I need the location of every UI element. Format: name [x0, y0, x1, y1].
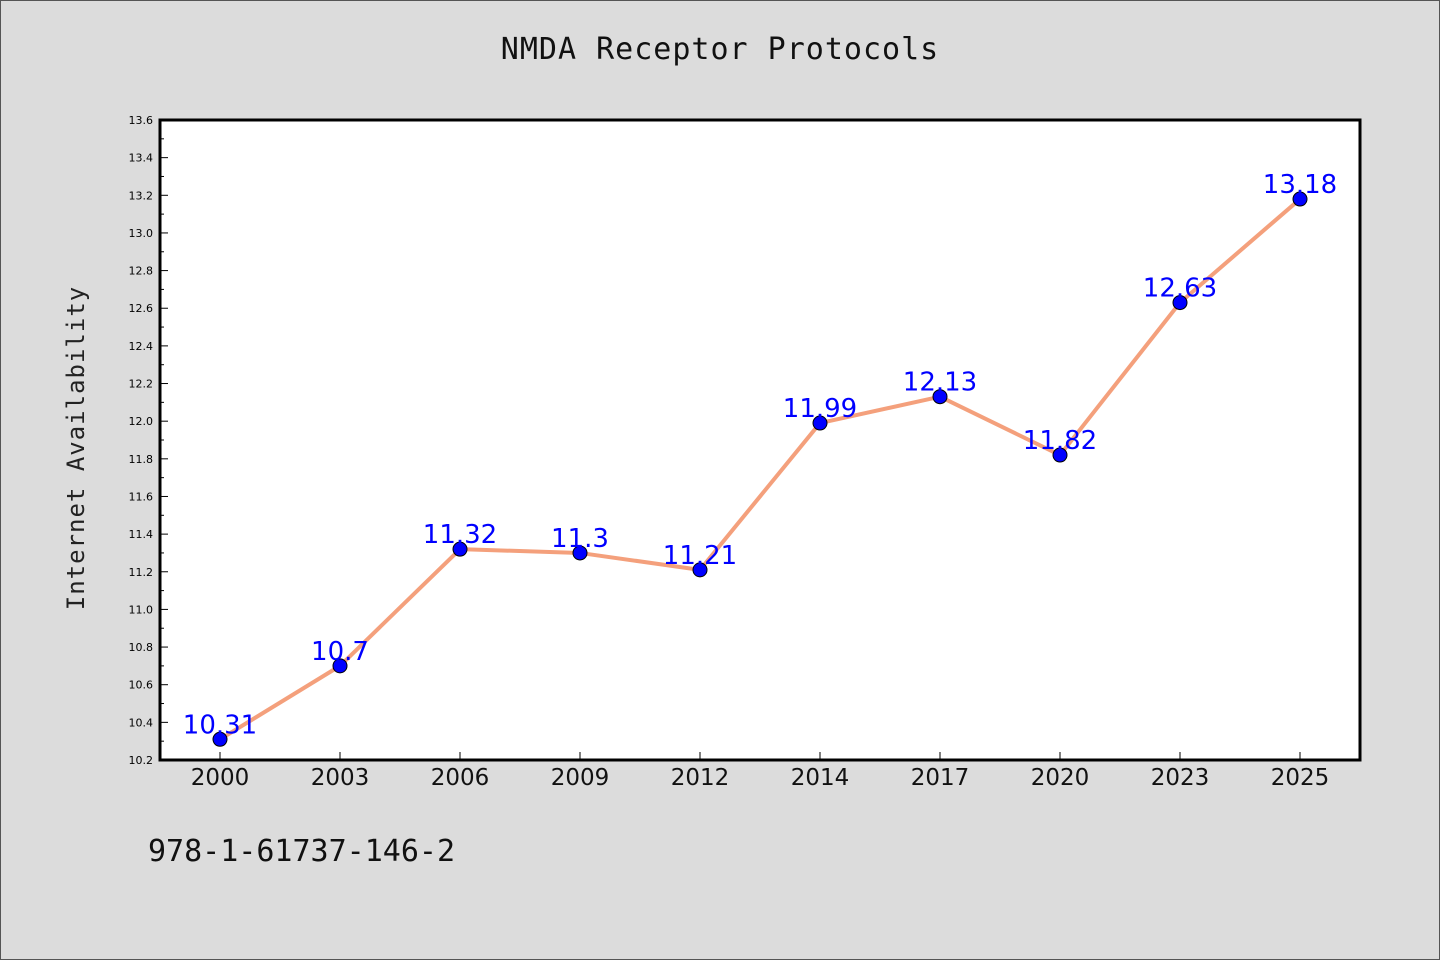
y-tick-label: 10.8	[129, 641, 154, 654]
data-label: 11.21	[663, 541, 737, 571]
y-tick-label: 11.8	[129, 453, 154, 466]
x-tick-label: 2000	[191, 765, 250, 791]
x-tick-label: 2003	[311, 765, 370, 791]
data-point	[1292, 191, 1308, 207]
y-tick-label: 13.2	[129, 189, 154, 202]
x-tick-label: 2025	[1271, 765, 1330, 791]
y-tick-label: 11.2	[129, 566, 154, 579]
data-label: 10.31	[183, 710, 257, 740]
x-tick-label: 2009	[551, 765, 610, 791]
data-label: 11.99	[783, 394, 857, 424]
data-point	[812, 415, 828, 431]
y-tick-label: 13.6	[129, 114, 154, 127]
x-tick-label: 2023	[1151, 765, 1210, 791]
data-point	[212, 731, 228, 747]
x-tick-label: 2006	[431, 765, 490, 791]
data-point	[1172, 295, 1188, 311]
y-tick-label: 12.4	[129, 340, 154, 353]
plot-area	[160, 120, 1360, 760]
y-tick-label: 10.4	[129, 716, 154, 729]
plot-border	[158, 118, 1362, 762]
y-tick-label: 12.8	[129, 265, 154, 278]
isbn-code: 978-1-61737-146-2	[148, 834, 456, 869]
data-point	[452, 541, 468, 557]
chart-title: NMDA Receptor Protocols	[500, 32, 940, 67]
y-tick-label: 11.0	[129, 603, 154, 616]
data-label: 11.82	[1023, 426, 1097, 456]
y-tick-label: 10.6	[129, 679, 154, 692]
x-tick-label: 2020	[1031, 765, 1090, 791]
data-label: 10.7	[311, 637, 369, 667]
y-tick-label: 11.4	[129, 528, 154, 541]
x-tick-label: 2012	[671, 765, 730, 791]
data-point	[932, 389, 948, 405]
x-tick-label: 2017	[911, 765, 970, 791]
y-tick-label: 12.6	[129, 302, 154, 315]
y-tick-label: 12.0	[129, 415, 154, 428]
data-label: 11.3	[551, 524, 609, 554]
y-tick-label: 10.2	[129, 754, 154, 767]
data-label: 13.18	[1263, 170, 1337, 200]
y-tick-label: 13.0	[129, 227, 154, 240]
y-tick-label: 12.2	[129, 378, 154, 391]
data-point	[692, 562, 708, 578]
y-tick-label: 11.6	[129, 490, 154, 503]
data-label: 12.13	[903, 368, 977, 398]
data-label: 12.63	[1143, 274, 1217, 304]
data-label: 11.32	[423, 520, 497, 550]
data-point	[1052, 447, 1068, 463]
y-tick-label: 13.4	[129, 152, 154, 165]
data-point	[332, 658, 348, 674]
series-line	[218, 197, 1302, 742]
data-point	[572, 545, 588, 561]
x-tick-label: 2014	[791, 765, 850, 791]
